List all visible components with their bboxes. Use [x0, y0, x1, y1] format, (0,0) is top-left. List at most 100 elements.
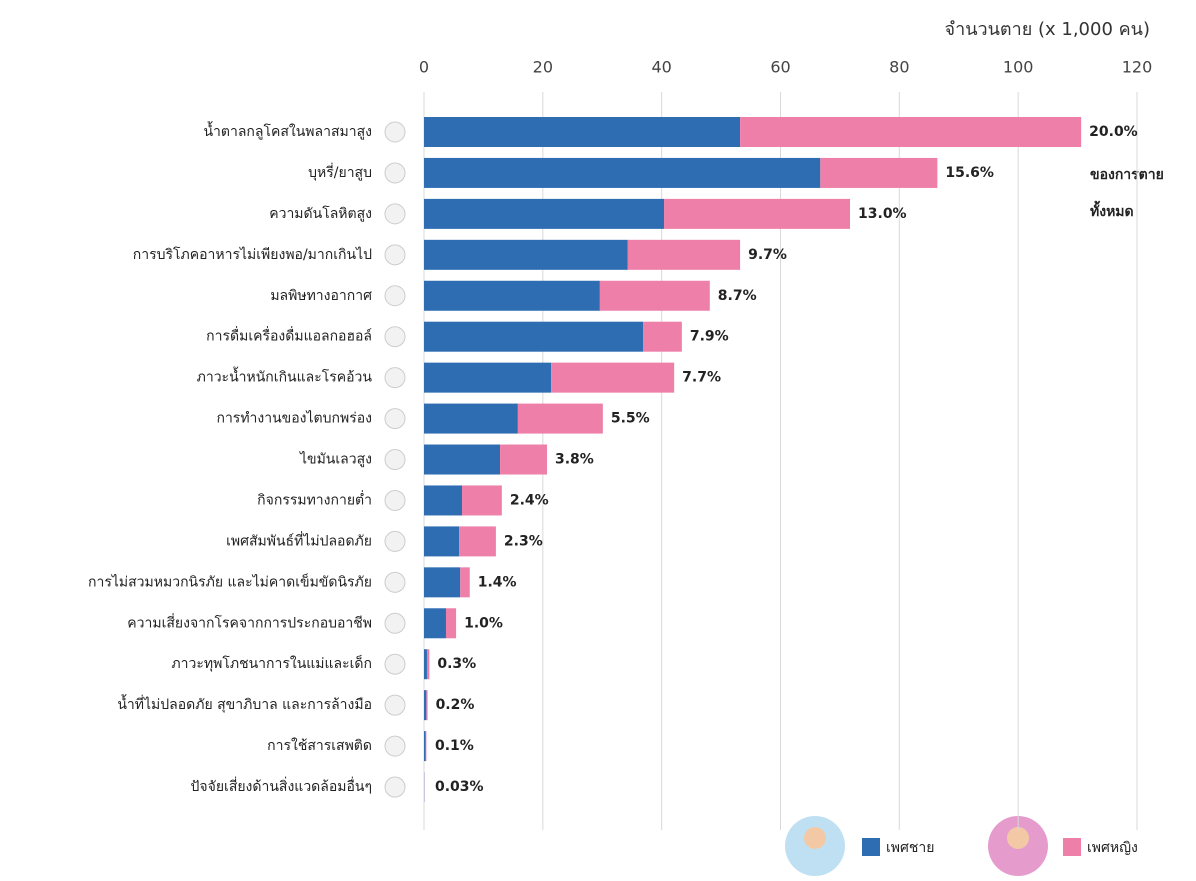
share-label: 9.7% [748, 247, 787, 263]
bar-segment [424, 239, 628, 270]
bar-segment [664, 198, 851, 229]
annotation: ทั้งหมด [1090, 200, 1134, 220]
y-tick-label: ความเสี่ยงจากโรคจากการประกอบอาชีพ [127, 613, 372, 631]
legend-swatch [1063, 838, 1081, 856]
share-label: 0.3% [437, 656, 476, 672]
y-tick-label: การบริโภคอาหารไม่เพียงพอ/มากเกินไป [133, 246, 372, 263]
bar-segment [424, 526, 460, 557]
share-label: 7.9% [690, 329, 729, 345]
share-label: 15.6% [945, 165, 994, 181]
icon [384, 203, 406, 225]
bar-segment [424, 280, 600, 311]
bar-segment [445, 608, 457, 639]
annotation: ของการตาย [1090, 167, 1164, 183]
share-label: 0.1% [435, 738, 474, 754]
y-tick-label: ไขมันเลวสูง [299, 451, 372, 468]
x-tick-label: 0 [419, 58, 429, 77]
y-tick-label: ปัจจัยเสี่ยงด้านสิ่งแวดล้อมอื่นๆ [191, 777, 372, 795]
y-tick-label: ภาวะน้ำหนักเกินและโรคอ้วน [197, 367, 373, 386]
bar-segment [627, 239, 741, 270]
y-tick-label: เพศสัมพันธ์ที่ไม่ปลอดภัย [226, 531, 372, 549]
bar-segment [424, 117, 741, 147]
legend-label: เพศหญิง [1087, 840, 1138, 856]
x-tick-label: 40 [651, 58, 671, 77]
icon [384, 367, 406, 389]
legend-swatch [862, 838, 880, 856]
icon [384, 285, 406, 307]
bar-segment [462, 485, 502, 516]
bar-segment [426, 690, 428, 721]
share-label: 8.7% [718, 288, 757, 304]
bar-segment [424, 403, 518, 434]
share-label: 7.7% [682, 370, 721, 386]
y-tick-label: การไม่สวมหมวกนิรภัย และไม่คาดเข็มขัดนิรภ… [88, 572, 372, 590]
share-label: 3.8% [555, 452, 594, 468]
bar-segment [424, 608, 446, 639]
x-tick-label: 60 [770, 58, 790, 77]
bar-segment [551, 362, 675, 393]
y-tick-label: น้ำที่ไม่ปลอดภัย สุขาภิบาล และการล้างมือ [117, 694, 372, 713]
icon [384, 408, 406, 430]
female-avatar-face [1007, 827, 1029, 849]
bar-segment [424, 731, 426, 762]
bar-segment [424, 198, 665, 229]
share-label: 0.2% [436, 697, 475, 713]
bar-segment [517, 403, 603, 434]
y-tick-label: ความดันโลหิตสูง [269, 205, 372, 222]
share-label: 1.0% [464, 615, 503, 631]
bar-segment [460, 567, 470, 598]
x-tick-label: 100 [1003, 58, 1034, 77]
bar-segment [424, 157, 821, 188]
icon [384, 489, 406, 511]
share-label: 13.0% [858, 206, 907, 222]
icon [384, 449, 406, 471]
y-tick-label: น้ำตาลกลูโคสในพลาสมาสูง [203, 121, 372, 140]
share-label: 1.4% [478, 574, 517, 590]
share-label: 2.3% [504, 533, 543, 549]
y-tick-label: การดื่มเครื่องดื่มแอลกอฮอล์ [206, 327, 372, 345]
bar-segment [425, 731, 427, 762]
bar-segment [424, 444, 501, 475]
bar-segment [424, 690, 427, 721]
share-label: 2.4% [510, 492, 549, 508]
legend-label: เพศชาย [886, 840, 934, 856]
icon [384, 735, 406, 757]
icon [384, 530, 406, 552]
icon [384, 244, 406, 266]
icon [384, 571, 406, 593]
y-tick-label: มลพิษทางอากาศ [270, 288, 372, 304]
y-tick-label: กิจกรรมทางกายต่ำ [257, 490, 372, 508]
bar-segment [643, 321, 682, 352]
icon [384, 653, 406, 675]
bar-segment [459, 526, 496, 557]
icon [384, 162, 406, 184]
x-tick-label: 120 [1122, 58, 1153, 77]
y-tick-label: ภาวะทุพโภชนาการในแม่และเด็ก [171, 654, 372, 672]
bar-segment [424, 649, 427, 680]
icon [384, 612, 406, 634]
bar-segment [424, 567, 461, 598]
share-label: 5.5% [611, 411, 650, 427]
y-tick-label: การทำงานของไตบกพร่อง [216, 410, 372, 427]
bar-segment [599, 280, 710, 311]
x-tick-label: 80 [889, 58, 909, 77]
bar-segment [424, 485, 463, 516]
share-label: 0.03% [435, 779, 484, 795]
bar-segment [820, 157, 938, 188]
bar-segment [424, 362, 552, 393]
bar-segment [426, 649, 430, 680]
share-label: 20.0% [1089, 124, 1138, 140]
icon [384, 694, 406, 716]
icon [384, 326, 406, 348]
male-avatar-face [804, 827, 826, 849]
bar-segment [500, 444, 547, 475]
axis-title: จำนวนตาย (x 1,000 คน) [945, 19, 1150, 40]
icon [384, 776, 406, 798]
x-tick-label: 20 [533, 58, 553, 77]
bar-segment [424, 321, 644, 352]
icon [384, 121, 406, 143]
y-tick-label: การใช้สารเสพติด [267, 737, 372, 754]
y-tick-label: บุหรี่/ยาสูบ [308, 163, 372, 181]
bar-segment [740, 117, 1082, 147]
